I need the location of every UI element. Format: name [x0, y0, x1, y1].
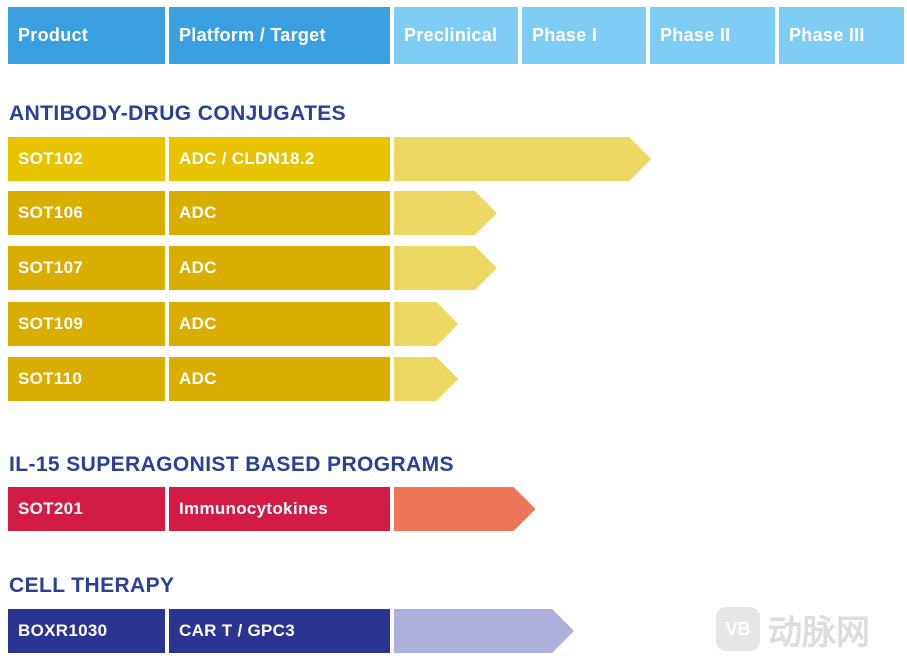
product-cell: SOT201	[8, 487, 165, 531]
product-cell: SOT109	[8, 302, 165, 346]
progress-arrow-sot201	[394, 487, 536, 531]
progress-arrow-sot107	[394, 246, 497, 290]
product-cell: SOT106	[8, 191, 165, 235]
platform-cell: ADC	[169, 246, 390, 290]
progress-arrow-sot109	[394, 302, 459, 346]
header-preclinical: Preclinical	[394, 7, 518, 64]
header-platform-target: Platform / Target	[169, 7, 390, 64]
progress-arrow-sot106	[394, 191, 497, 235]
watermark-text: 动脉网	[768, 612, 870, 653]
header-product: Product	[8, 7, 165, 64]
header-phase-2: Phase II	[650, 7, 775, 64]
section-title-adc: ANTIBODY-DRUG CONJUGATES	[9, 102, 347, 125]
progress-arrow-boxr1030	[394, 609, 575, 653]
section-title-cell-therapy: CELL THERAPY	[9, 574, 175, 597]
platform-cell: CAR T / GPC3	[169, 609, 390, 653]
product-cell: SOT110	[8, 357, 165, 401]
section-title-il15: IL-15 SUPERAGONIST BASED PROGRAMS	[9, 453, 454, 476]
watermark-logo-icon: VB	[716, 607, 760, 651]
progress-arrow-sot110	[394, 357, 459, 401]
product-cell: BOXR1030	[8, 609, 165, 653]
platform-cell: ADC	[169, 302, 390, 346]
progress-arrow-sot102	[394, 137, 652, 181]
platform-cell: ADC	[169, 191, 390, 235]
header-phase-3: Phase III	[779, 7, 904, 64]
product-cell: SOT102	[8, 137, 165, 181]
platform-cell: Immunocytokines	[169, 487, 390, 531]
watermark: VB 动脉网	[716, 604, 896, 654]
header-phase-1: Phase I	[522, 7, 646, 64]
product-cell: SOT107	[8, 246, 165, 290]
platform-cell: ADC / CLDN18.2	[169, 137, 390, 181]
platform-cell: ADC	[169, 357, 390, 401]
